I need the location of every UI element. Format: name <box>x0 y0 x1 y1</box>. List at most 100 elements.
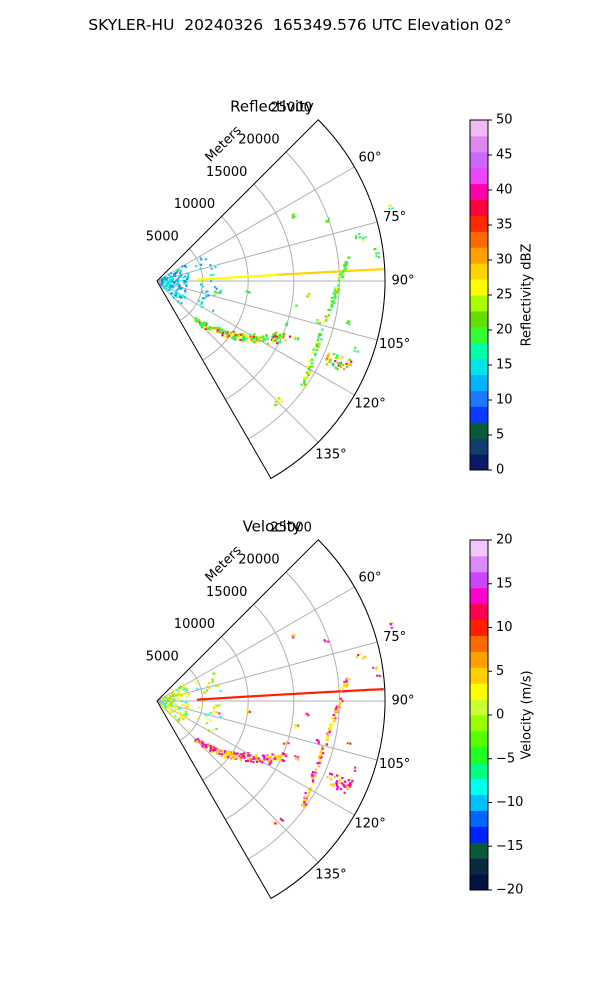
radar-gate <box>184 692 187 695</box>
range-ring <box>247 151 340 440</box>
colorbar-segment <box>470 794 488 811</box>
radar-gate <box>256 340 259 343</box>
radar-gate <box>278 273 281 276</box>
radar-gate <box>293 216 296 218</box>
radar-gate <box>348 678 351 681</box>
radar-gate <box>256 274 259 278</box>
radar-gate <box>332 353 335 356</box>
radar-gate <box>266 337 269 341</box>
radar-gate <box>195 740 198 743</box>
radar-gate <box>196 717 199 720</box>
radar-gate <box>236 276 239 279</box>
range-ring <box>225 183 295 400</box>
radar-gate <box>279 756 282 759</box>
radar-gate <box>184 296 187 299</box>
radar-gate <box>325 363 328 366</box>
radar-gate <box>260 274 263 277</box>
radar-gate <box>229 751 232 754</box>
radar-gate <box>334 366 337 369</box>
radar-gate <box>266 342 270 345</box>
page-title: SKYLER-HU 20240326 165349.576 UTC Elevat… <box>88 16 512 34</box>
radar-gate <box>304 803 307 806</box>
radar-gate <box>341 687 344 690</box>
radar-gate <box>247 756 250 759</box>
theta-tick-label: 60° <box>359 151 382 166</box>
radar-gate <box>291 635 294 638</box>
radar-gate <box>214 291 217 294</box>
radar-gate <box>347 742 350 744</box>
colorbar-segment <box>470 778 488 796</box>
radar-gate <box>201 278 204 281</box>
colorbar-label: Reflectivity dBZ <box>520 244 535 347</box>
radar-gate <box>282 335 285 338</box>
radar-gate <box>315 768 318 771</box>
radar-gate <box>172 694 175 697</box>
radar-gate <box>344 690 347 693</box>
theta-tick-label: 120° <box>354 397 385 412</box>
radar-gate <box>282 819 285 822</box>
radar-gate <box>172 277 174 280</box>
radar-gate <box>335 287 338 290</box>
radar-gate <box>268 763 271 766</box>
radar-gate <box>349 363 352 367</box>
range-tick-label: 10000 <box>174 617 215 632</box>
radar-gate <box>213 328 216 331</box>
radar-gate <box>376 674 379 677</box>
radar-gate <box>186 272 189 275</box>
radar-gate <box>333 270 336 273</box>
radar-gate <box>333 709 336 712</box>
chart-title: Reflectivity <box>230 98 314 116</box>
radar-gate <box>205 295 208 298</box>
radar-gate <box>207 744 210 747</box>
radar-gate <box>300 692 303 695</box>
radar-gate <box>241 333 244 336</box>
radar-gate <box>212 710 215 713</box>
radar-gate <box>303 380 306 383</box>
radar-gate <box>307 367 310 370</box>
radar-gate <box>219 715 222 718</box>
radar-gate <box>199 268 202 270</box>
radar-gate <box>338 361 341 364</box>
radar-gate <box>173 282 176 285</box>
radar-gate <box>324 315 327 318</box>
radar-gate <box>345 680 349 684</box>
radar-gate <box>313 691 316 694</box>
radar-gate <box>163 287 166 290</box>
colorbar-segment <box>470 842 488 859</box>
radar-gate <box>357 654 360 656</box>
radar-gate <box>320 749 323 752</box>
radar-gate <box>214 711 217 714</box>
radar-gate <box>211 678 214 681</box>
radar-gate <box>332 292 335 295</box>
radar-gate <box>257 757 260 760</box>
radar-gate <box>260 338 263 341</box>
radar-gate <box>255 336 258 339</box>
radar-gate <box>227 334 230 337</box>
radar-gate <box>337 704 341 707</box>
radar-gate <box>204 326 207 329</box>
theta-tick-label: 75° <box>383 210 406 225</box>
radar-gate <box>278 757 281 760</box>
radar-gate <box>232 752 236 755</box>
radar-gate <box>311 691 314 694</box>
radar-gate <box>239 759 243 762</box>
theta-tick-label: 90° <box>391 694 414 709</box>
radar-gate <box>258 274 261 277</box>
radar-gate <box>203 698 206 701</box>
radar-gate <box>345 261 348 264</box>
radar-gate <box>303 801 306 804</box>
colorbar-segment <box>470 555 488 573</box>
radar-gate <box>311 774 314 777</box>
radar-gate <box>316 762 319 765</box>
radar-gate <box>214 747 217 750</box>
radar-gate <box>305 797 308 800</box>
radar-gate <box>281 759 284 762</box>
radar-gate <box>185 713 187 716</box>
radar-gate <box>368 688 371 691</box>
radar-gate <box>377 688 380 691</box>
radar-gate <box>171 280 174 283</box>
radar-gate <box>339 700 342 703</box>
radar-gate <box>372 666 375 669</box>
radar-gate <box>336 289 339 292</box>
radar-gate <box>337 707 340 710</box>
